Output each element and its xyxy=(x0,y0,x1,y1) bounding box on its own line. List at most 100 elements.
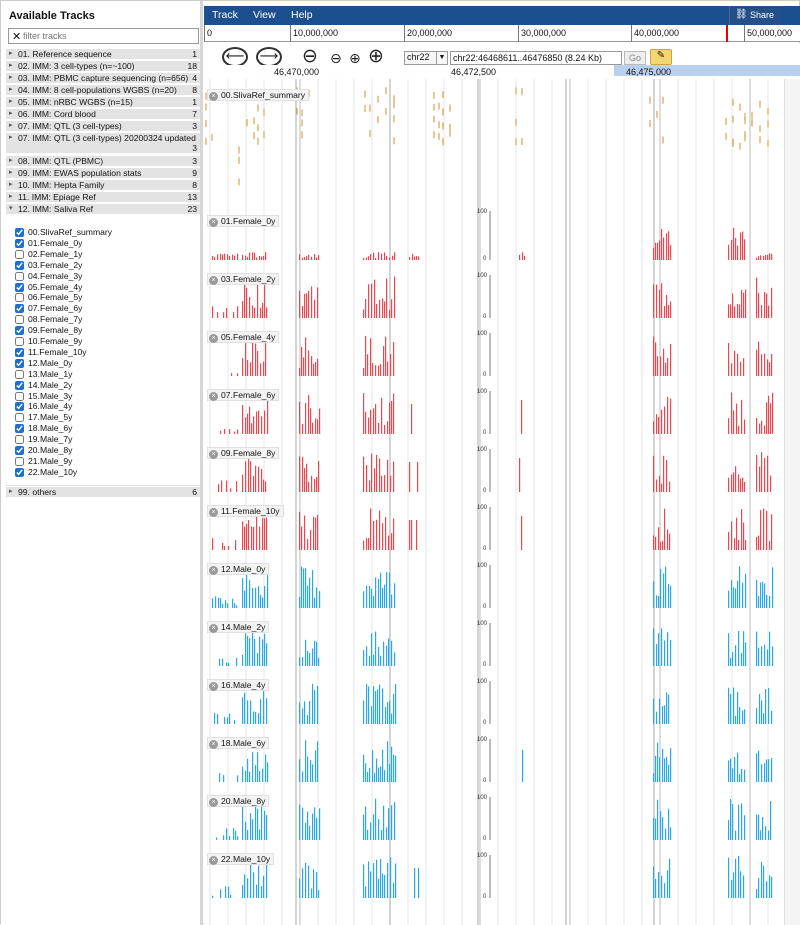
track-checkbox[interactable] xyxy=(15,358,24,368)
track-label-16-male-4y[interactable]: × 16.Male_4y xyxy=(207,679,270,691)
signal-bar xyxy=(262,302,264,318)
close-icon[interactable]: × xyxy=(209,92,218,101)
close-icon[interactable]: × xyxy=(209,334,218,343)
clear-filter-icon[interactable]: ✕ xyxy=(12,31,22,43)
close-icon[interactable]: × xyxy=(209,856,218,865)
category-06[interactable]: ▸ 06. IMM: Cord blood 7 xyxy=(6,109,200,120)
track-checkbox[interactable] xyxy=(15,424,24,434)
track-label-03-female-2y[interactable]: × 03.Female_2y xyxy=(207,273,280,285)
go-button[interactable]: Go xyxy=(624,51,646,65)
track-checkbox[interactable] xyxy=(15,380,24,390)
category-08[interactable]: ▸ 08. IMM: QTL (PBMC) 3 xyxy=(6,156,200,167)
close-icon[interactable]: × xyxy=(209,218,218,227)
position-ruler[interactable]: 46,470,000 46,472,500 46,475,000 xyxy=(204,65,800,79)
signal-bar xyxy=(366,464,368,492)
vertical-scrollbar[interactable] xyxy=(784,79,800,925)
menu-view[interactable]: View xyxy=(253,9,276,21)
close-icon[interactable]: × xyxy=(209,624,218,633)
category-04[interactable]: ▸ 04. IMM: 8 cell-populations WGBS (n=20)… xyxy=(6,85,200,96)
close-icon[interactable]: × xyxy=(209,566,218,575)
signal-bar xyxy=(375,365,377,376)
track-label-22-male-10y[interactable]: × 22.Male_10y xyxy=(207,853,275,865)
menu-help[interactable]: Help xyxy=(291,9,313,21)
category-07-updated[interactable]: ▸ 07. IMM: QTL (3 cell-types) 20200324 up… xyxy=(6,133,200,154)
close-icon[interactable]: × xyxy=(209,392,218,401)
track-checkbox[interactable] xyxy=(15,228,24,237)
category-09[interactable]: ▸ 09. IMM: EWAS population stats 9 xyxy=(6,168,200,179)
close-icon[interactable]: × xyxy=(209,508,218,517)
track-checkbox[interactable] xyxy=(15,467,24,477)
track-checkbox[interactable] xyxy=(15,326,24,336)
track-label: 03.Female_2y xyxy=(28,259,83,270)
track-checkbox[interactable] xyxy=(15,413,24,423)
zoom-out-more-button[interactable]: ⊖ xyxy=(302,47,318,67)
signal-bar xyxy=(258,410,260,434)
signal-bar xyxy=(659,240,661,260)
track-display-area[interactable]: × 00.SlivaRef_summary × 01.Female_0y 100 0 × 03… xyxy=(204,79,784,925)
chromosome-select[interactable]: chr22 ▼ xyxy=(404,51,448,65)
zoom-in-button[interactable]: ⊕ xyxy=(349,50,361,70)
signal-bar xyxy=(252,342,254,376)
signal-bar xyxy=(743,522,745,550)
category-11[interactable]: ▸ 11. IMM: Epiage Ref 13 xyxy=(6,192,200,203)
filter-box[interactable]: ✕ xyxy=(8,28,199,44)
category-03[interactable]: ▸ 03. IMM: PBMC capture sequencing (n=656… xyxy=(6,73,200,84)
category-10[interactable]: ▸ 10. IMM: Hepta Family 8 xyxy=(6,180,200,191)
close-icon[interactable]: × xyxy=(209,798,218,807)
track-label-01-female-0y[interactable]: × 01.Female_0y xyxy=(207,215,280,227)
track-label-07-female-6y[interactable]: × 07.Female_6y xyxy=(207,389,280,401)
category-07[interactable]: ▸ 07. IMM: QTL (3 cell-types) 3 xyxy=(6,121,200,132)
track-checkbox[interactable] xyxy=(15,391,24,401)
chromosome-overview[interactable]: 0 10,000,000 20,000,000 30,000,000 40,00… xyxy=(204,25,800,42)
track-checkbox[interactable] xyxy=(15,315,24,325)
location-input[interactable]: chr22:46468611..46476850 (8.24 Kb) xyxy=(450,51,622,65)
signal-bar xyxy=(379,684,381,724)
track-checkbox[interactable] xyxy=(15,271,24,281)
track-label-18-male-6y[interactable]: × 18.Male_6y xyxy=(207,737,270,749)
menu-track[interactable]: Track xyxy=(212,9,238,21)
current-region-marker[interactable] xyxy=(726,25,728,42)
track-checkbox[interactable] xyxy=(15,435,24,445)
track-checkbox[interactable] xyxy=(15,347,24,357)
signal-bar xyxy=(216,837,218,840)
track-checkbox[interactable] xyxy=(15,369,24,379)
track-checkbox[interactable] xyxy=(15,402,24,412)
share-button[interactable]: ⛓ Share xyxy=(729,6,781,25)
track-label-12-male-0y[interactable]: × 12.Male_0y xyxy=(207,563,270,575)
track-checkbox[interactable] xyxy=(15,337,24,346)
track-label-14-male-2y[interactable]: × 14.Male_2y xyxy=(207,621,270,633)
filter-tracks-input[interactable] xyxy=(23,30,193,42)
category-01[interactable]: ▸ 01. Reference sequence 1 xyxy=(6,49,200,60)
signal-bar xyxy=(257,752,259,782)
signal-bar xyxy=(743,875,745,898)
track-label-11-female-10y[interactable]: × 11.Female_10y xyxy=(207,505,284,517)
signal-bar xyxy=(756,579,758,608)
highlight-button[interactable]: ✎ xyxy=(650,49,672,65)
zoom-out-button[interactable]: ⊖ xyxy=(330,50,342,70)
category-02[interactable]: ▸ 02. IMM: 3 cell-types (n=~100) 18 xyxy=(6,61,200,72)
signal-bar xyxy=(314,254,316,260)
track-label-05-female-4y[interactable]: × 05.Female_4y xyxy=(207,331,280,343)
close-icon[interactable]: × xyxy=(209,740,218,749)
track-checkbox[interactable] xyxy=(15,249,24,259)
track-label-20-male-8y[interactable]: × 20.Male_8y xyxy=(207,795,270,807)
track-label-09-female-8y[interactable]: × 09.Female_8y xyxy=(207,447,280,459)
close-icon[interactable]: × xyxy=(209,276,218,285)
category-99[interactable]: ▸ 99. others 6 xyxy=(6,487,200,498)
track-checkbox[interactable] xyxy=(15,456,24,466)
track-checkbox[interactable] xyxy=(15,446,24,455)
track-checkbox[interactable] xyxy=(15,282,24,292)
close-icon[interactable]: × xyxy=(209,682,218,691)
category-05[interactable]: ▸ 05. IMM: nRBC WGBS (n=15) 1 xyxy=(6,97,200,108)
category-12[interactable]: ▾ 12. IMM: Saliva Ref 23 xyxy=(6,204,200,215)
zoom-in-more-button[interactable]: ⊕ xyxy=(368,47,384,67)
pan-right-button[interactable]: ⟶ xyxy=(256,47,282,67)
track-checkbox[interactable] xyxy=(15,260,24,270)
close-icon[interactable]: × xyxy=(209,450,218,459)
track-checkbox[interactable] xyxy=(15,238,24,248)
track-checkbox[interactable] xyxy=(15,293,24,303)
pan-left-button[interactable]: ⟵ xyxy=(222,47,248,67)
track-checkbox[interactable] xyxy=(15,304,24,314)
track-label-summary[interactable]: × 00.SlivaRef_summary xyxy=(207,89,310,101)
track-name: 16.Male_4y xyxy=(221,680,266,690)
